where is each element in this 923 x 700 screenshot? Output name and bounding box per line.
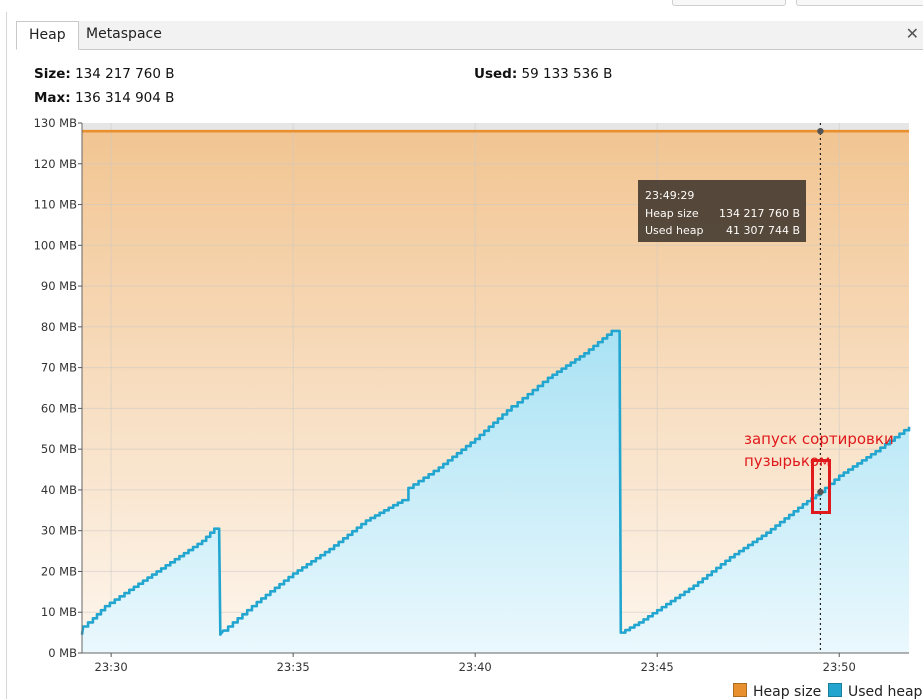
legend-used-label: Used heap <box>848 684 923 700</box>
tooltip-time: 23:49:29 <box>645 189 695 202</box>
max-label: Max: <box>34 90 71 106</box>
x-tick-label: 23:35 <box>277 660 310 674</box>
used-heap-area <box>82 330 909 653</box>
y-tick-label: 120 MB <box>34 157 78 171</box>
max-info: Max: 136 314 904 B <box>34 90 174 106</box>
y-tick-label: 40 MB <box>41 483 77 497</box>
chart-tooltip: 23:49:29 Heap size 134 217 760 B Used he… <box>638 180 806 242</box>
annotation-highlight-box <box>811 459 831 514</box>
tab-heap[interactable]: Heap <box>16 21 79 50</box>
heap-size-info: Size: 134 217 760 B <box>34 66 175 82</box>
y-tick-label: 90 MB <box>41 279 77 293</box>
legend-heap-label: Heap size <box>753 684 822 700</box>
x-tick-label: 23:50 <box>823 660 856 674</box>
x-tick-label: 23:30 <box>95 660 128 674</box>
cursor-heap-point <box>817 127 824 135</box>
annotation-line-2: пузырьком <box>744 452 831 470</box>
tab-bar: Heap Metaspace ✕ <box>16 21 923 50</box>
y-tick-label: 80 MB <box>41 320 77 334</box>
toolbar-button-partial[interactable] <box>672 0 786 6</box>
used-heap-line <box>80 329 911 636</box>
used-info: Used: 59 133 536 B <box>474 66 612 82</box>
tab-metaspace[interactable]: Metaspace <box>86 26 162 42</box>
y-tick-label: 10 MB <box>41 605 77 619</box>
x-tick-label: 23:40 <box>459 660 492 674</box>
x-tick-label: 23:45 <box>641 660 674 674</box>
tooltip-heap-label: Heap size <box>645 206 699 220</box>
close-icon[interactable]: ✕ <box>905 24 919 43</box>
y-tick-label: 110 MB <box>34 198 78 212</box>
legend-used-heap: Used heap <box>828 683 922 700</box>
annotation-text: запуск сортировки пузырьком <box>744 428 894 472</box>
y-tick-label: 100 MB <box>34 238 78 252</box>
y-tick-label: 20 MB <box>41 564 77 578</box>
legend-heap-swatch <box>733 683 747 697</box>
y-tick-label: 0 MB <box>48 646 77 660</box>
size-value: 134 217 760 B <box>75 66 175 82</box>
window-top-strip <box>0 0 923 12</box>
panel-left-border <box>6 12 7 699</box>
y-tick-label: 130 MB <box>34 116 78 130</box>
legend-heap-size: Heap size <box>733 683 821 700</box>
y-tick-label: 60 MB <box>41 401 77 415</box>
y-tick-label: 70 MB <box>41 361 77 375</box>
size-label: Size: <box>34 66 71 82</box>
y-tick-label: 30 MB <box>41 524 77 538</box>
tooltip-heap-value: 134 217 760 B <box>718 206 800 220</box>
annotation-line-1: запуск сортировки <box>744 430 894 448</box>
used-value: 59 133 536 B <box>521 66 613 82</box>
tooltip-used-label: Used heap <box>645 224 704 237</box>
max-value: 136 314 904 B <box>74 90 175 106</box>
cursor-used-point <box>817 488 824 496</box>
legend-used-swatch <box>828 683 842 697</box>
tooltip-used-value: 41 307 744 B <box>725 224 800 237</box>
tooltip-used-row: Used heap 41 307 744 B <box>645 222 806 240</box>
tooltip-heap-row: Heap size 134 217 760 B <box>645 205 806 223</box>
used-label: Used: <box>474 66 518 82</box>
y-tick-label: 50 MB <box>41 442 77 456</box>
toolbar-button-partial[interactable] <box>796 0 923 6</box>
